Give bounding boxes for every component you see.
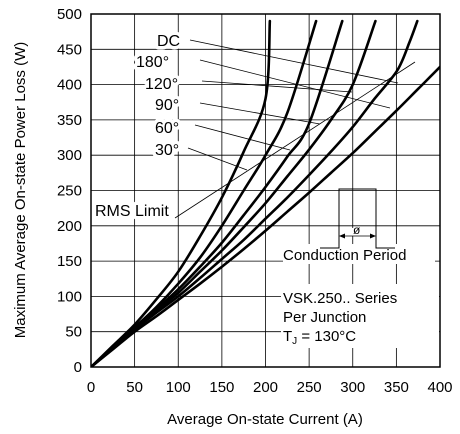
x-tick-100: 100 xyxy=(166,379,191,396)
x-tick-250: 250 xyxy=(297,379,322,396)
x-tick-150: 150 xyxy=(209,379,234,396)
label-120: 120° xyxy=(145,76,178,93)
y-tick-50: 50 xyxy=(65,324,82,341)
label-30: 30° xyxy=(155,142,179,159)
device-series-label: VSK.250.. Series xyxy=(283,290,397,307)
y-tick-150: 150 xyxy=(57,253,82,270)
y-tick-100: 100 xyxy=(57,288,82,305)
x-tick-400: 400 xyxy=(427,379,452,396)
x-tick-0: 0 xyxy=(87,379,95,396)
conduction-period-label: Conduction Period xyxy=(283,247,406,264)
arrow-right xyxy=(370,233,376,239)
arrow-left xyxy=(339,233,345,239)
y-tick-300: 300 xyxy=(57,147,82,164)
rms-limit-label: RMS Limit xyxy=(95,203,169,220)
label-60: 60° xyxy=(155,120,179,137)
curve-180 xyxy=(91,19,419,367)
label-180: 180° xyxy=(136,54,169,71)
y-tick-200: 200 xyxy=(57,218,82,235)
y-tick-400: 400 xyxy=(57,77,82,94)
label-90: 90° xyxy=(155,97,179,114)
x-tick-350: 350 xyxy=(384,379,409,396)
x-tick-50: 50 xyxy=(126,379,143,396)
label-leaders xyxy=(174,39,416,219)
y-tick-500: 500 xyxy=(57,6,82,23)
conduction-period-legend: ø Conduction Period VSK.250.. Series Per… xyxy=(281,188,439,348)
y-axis-label: Maximum Average On-state Power Loss (W) xyxy=(12,42,29,338)
plot-frame xyxy=(90,13,441,368)
y-tick-labels: 0 50 100 150 200 250 300 350 400 450 500 xyxy=(57,6,82,376)
x-tick-200: 200 xyxy=(253,379,278,396)
x-tick-300: 300 xyxy=(340,379,365,396)
curve-30 xyxy=(91,19,272,367)
x-tick-labels: 0 50 100 150 200 250 300 350 400 xyxy=(87,379,453,396)
power-curves xyxy=(91,19,440,367)
y-tick-450: 450 xyxy=(57,41,82,58)
curve-labels: DC 180° 120° 90° 60° 30° RMS Limit xyxy=(92,30,184,224)
label-dc: DC xyxy=(157,33,180,50)
phi-symbol: ø xyxy=(353,223,361,237)
y-tick-0: 0 xyxy=(74,359,82,376)
x-axis-label: Average On-state Current (A) xyxy=(167,411,363,428)
junction-temp-label: TJ = 130°C xyxy=(283,328,356,347)
y-tick-250: 250 xyxy=(57,183,82,200)
y-tick-350: 350 xyxy=(57,112,82,129)
per-junction-label: Per Junction xyxy=(283,309,366,326)
curve-dc xyxy=(91,65,440,367)
